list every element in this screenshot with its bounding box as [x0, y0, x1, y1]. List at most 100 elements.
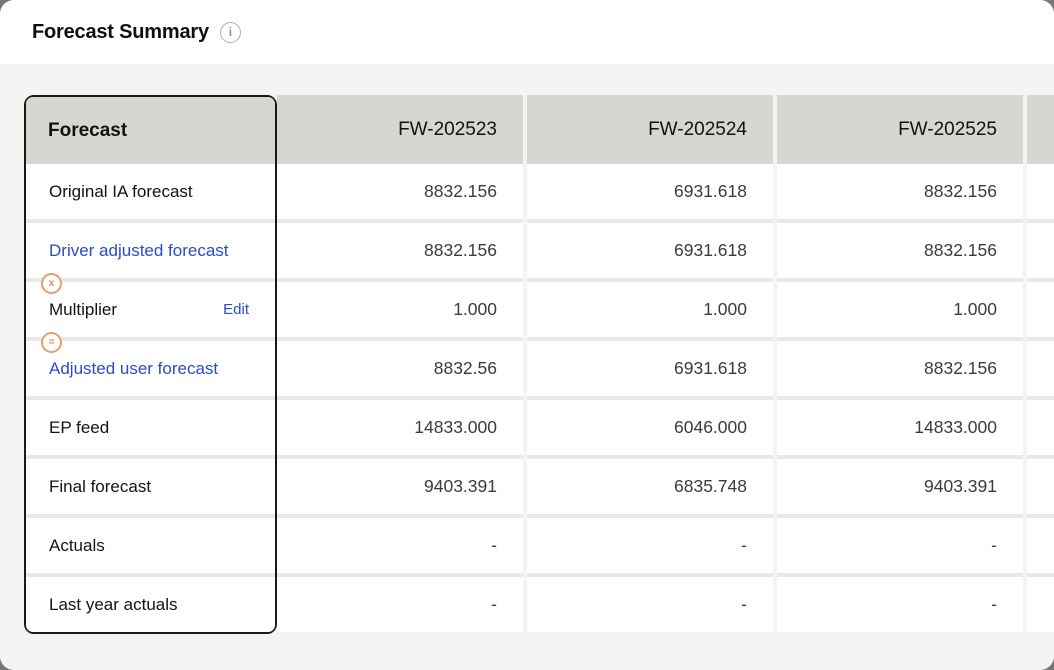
- value-cell-ep-feed-fw-202524: 6046.000: [527, 400, 773, 455]
- column-header-fw-202524: FW-202524: [527, 95, 773, 164]
- row-divider: [527, 396, 773, 400]
- value-cell-multiplier-fw-202524: 1.000: [527, 282, 773, 337]
- equals-icon: =: [41, 332, 62, 353]
- column-header-forecast: Forecast: [26, 97, 275, 164]
- table-row-multiplier: Multiplier Edit: [26, 282, 275, 337]
- row-divider: [277, 219, 523, 223]
- row-divider: [26, 278, 275, 282]
- row-divider: [777, 219, 1023, 223]
- multiply-icon: x: [41, 273, 62, 294]
- period-column-fw-202525: FW-202525 8832.156 8832.156 1.000 8832.156 14…: [777, 95, 1023, 632]
- row-divider: [527, 337, 773, 341]
- table-row-ep-feed: EP feed: [26, 400, 275, 455]
- value-cell-partial: [1027, 164, 1054, 219]
- row-divider: [527, 219, 773, 223]
- value-cell-final-forecast-fw-202523: 9403.391: [277, 459, 523, 514]
- value-cell-actuals-fw-202523: -: [277, 518, 523, 573]
- value-cell-ep-feed-fw-202523: 14833.000: [277, 400, 523, 455]
- value-cell-adjusted-user-forecast-fw-202524: 6931.618: [527, 341, 773, 396]
- row-divider: [1027, 514, 1054, 518]
- period-column-fw-202524: FW-202524 6931.618 6931.618 1.000 6931.618 60…: [527, 95, 773, 632]
- forecast-table: Forecast x = Original IA forecast Driver …: [24, 95, 1054, 634]
- column-header-partial: [1027, 95, 1054, 164]
- row-label-ep-feed: EP feed: [49, 417, 110, 437]
- value-cell-last-year-actuals-fw-202523: -: [277, 577, 523, 632]
- row-divider: [277, 396, 523, 400]
- value-columns: FW-202523 8832.156 8832.156 1.000 8832.56 148…: [277, 95, 1054, 632]
- value-cell-driver-adjusted-forecast-fw-202524: 6931.618: [527, 223, 773, 278]
- row-divider: [1027, 455, 1054, 459]
- value-cell-original-ia-forecast-fw-202525: 8832.156: [777, 164, 1023, 219]
- row-divider: [777, 573, 1023, 577]
- table-row-original-ia-forecast: Original IA forecast: [26, 164, 275, 219]
- row-divider: [1027, 337, 1054, 341]
- value-cell-actuals-fw-202525: -: [777, 518, 1023, 573]
- value-cell-partial: [1027, 577, 1054, 632]
- value-cell-adjusted-user-forecast-fw-202523: 8832.56: [277, 341, 523, 396]
- row-divider: [527, 514, 773, 518]
- table-row-driver-adjusted-forecast: Driver adjusted forecast: [26, 223, 275, 278]
- table-row-last-year-actuals: Last year actuals: [26, 577, 275, 632]
- row-divider: [26, 573, 275, 577]
- adjusted-user-forecast-link[interactable]: Adjusted user forecast: [49, 358, 219, 378]
- page-title: Forecast Summary: [32, 20, 209, 43]
- row-divider: [26, 219, 275, 223]
- row-divider: [26, 514, 275, 518]
- row-divider: [1027, 396, 1054, 400]
- row-label-actuals: Actuals: [49, 535, 105, 555]
- row-divider: [1027, 278, 1054, 282]
- row-divider: [1027, 219, 1054, 223]
- row-divider: [26, 455, 275, 459]
- row-divider: [1027, 573, 1054, 577]
- value-cell-partial: [1027, 518, 1054, 573]
- row-label-last-year-actuals: Last year actuals: [49, 594, 178, 614]
- title-bar: Forecast Summary i: [0, 0, 1054, 64]
- value-cell-actuals-fw-202524: -: [527, 518, 773, 573]
- driver-adjusted-forecast-link[interactable]: Driver adjusted forecast: [49, 240, 229, 260]
- table-row-actuals: Actuals: [26, 518, 275, 573]
- value-cell-partial: [1027, 282, 1054, 337]
- value-cell-multiplier-fw-202525: 1.000: [777, 282, 1023, 337]
- row-divider: [277, 278, 523, 282]
- row-divider: [777, 455, 1023, 459]
- value-cell-original-ia-forecast-fw-202524: 6931.618: [527, 164, 773, 219]
- value-cell-multiplier-fw-202523: 1.000: [277, 282, 523, 337]
- row-divider: [777, 278, 1023, 282]
- row-divider: [277, 455, 523, 459]
- row-label-original-ia-forecast: Original IA forecast: [49, 181, 193, 201]
- card-body: Forecast x = Original IA forecast Driver …: [0, 64, 1054, 670]
- period-column-partial: [1027, 95, 1054, 632]
- column-header-fw-202525: FW-202525: [777, 95, 1023, 164]
- row-divider: [277, 337, 523, 341]
- value-cell-ep-feed-fw-202525: 14833.000: [777, 400, 1023, 455]
- table-row-final-forecast: Final forecast: [26, 459, 275, 514]
- row-divider: [777, 337, 1023, 341]
- edit-multiplier-button[interactable]: Edit: [223, 301, 249, 318]
- forecast-label-column: Forecast x = Original IA forecast Driver …: [24, 95, 277, 634]
- value-cell-partial: [1027, 223, 1054, 278]
- row-label-final-forecast: Final forecast: [49, 476, 152, 496]
- value-cell-last-year-actuals-fw-202525: -: [777, 577, 1023, 632]
- value-cell-partial: [1027, 459, 1054, 514]
- row-divider: [777, 396, 1023, 400]
- row-divider: [277, 514, 523, 518]
- info-icon[interactable]: i: [219, 21, 241, 43]
- period-column-fw-202523: FW-202523 8832.156 8832.156 1.000 8832.56 148…: [277, 95, 523, 632]
- row-divider: [527, 455, 773, 459]
- value-cell-adjusted-user-forecast-fw-202525: 8832.156: [777, 341, 1023, 396]
- row-divider: [26, 396, 275, 400]
- column-header-fw-202523: FW-202523: [277, 95, 523, 164]
- row-divider: [26, 337, 275, 341]
- value-cell-driver-adjusted-forecast-fw-202523: 8832.156: [277, 223, 523, 278]
- row-divider: [527, 573, 773, 577]
- row-divider: [777, 514, 1023, 518]
- row-label-multiplier: Multiplier: [49, 299, 118, 319]
- table-row-adjusted-user-forecast: Adjusted user forecast: [26, 341, 275, 396]
- value-cell-final-forecast-fw-202525: 9403.391: [777, 459, 1023, 514]
- row-divider: [527, 278, 773, 282]
- value-cell-original-ia-forecast-fw-202523: 8832.156: [277, 164, 523, 219]
- value-cell-driver-adjusted-forecast-fw-202525: 8832.156: [777, 223, 1023, 278]
- value-cell-partial: [1027, 341, 1054, 396]
